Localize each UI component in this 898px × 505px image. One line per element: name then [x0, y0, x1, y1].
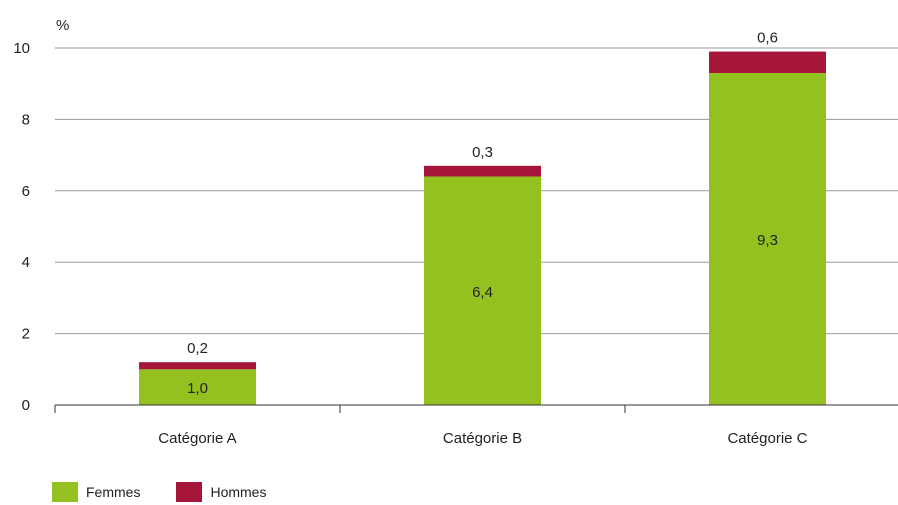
y-tick-label: 8	[22, 111, 30, 128]
bar-hommes	[139, 362, 256, 370]
y-axis-unit-label: %	[56, 17, 69, 34]
legend-label: Femmes	[86, 484, 141, 500]
legend-label: Hommes	[210, 484, 267, 500]
legend-swatch	[176, 482, 203, 502]
y-axis-ticks: 0 2 4 6 8 10	[13, 40, 30, 414]
y-tick-label: 0	[22, 397, 30, 414]
y-tick-label: 6	[22, 183, 30, 200]
data-label: 0,6	[757, 30, 778, 47]
x-axis: Catégorie A Catégorie B Catégorie C	[54, 404, 898, 447]
bar-femmes	[139, 369, 256, 405]
legend: Femmes Hommes	[52, 482, 302, 502]
legend-swatch	[52, 482, 78, 502]
bar-hommes	[424, 165, 541, 177]
bars: 1,0 0,2 6,4 0,3 9,3 0,6	[139, 30, 826, 406]
legend-item-femmes: Femmes	[52, 482, 140, 502]
data-label: 6,4	[472, 284, 493, 301]
bar-hommes	[709, 51, 826, 73]
y-tick-label: 4	[22, 254, 30, 271]
x-category-label: Catégorie C	[727, 430, 807, 447]
y-tick-label: 2	[22, 326, 30, 343]
data-label: 9,3	[757, 232, 778, 249]
x-category-label: Catégorie B	[443, 430, 522, 447]
data-label: 0,2	[187, 340, 208, 357]
legend-item-hommes: Hommes	[176, 482, 266, 502]
bar-femmes	[424, 176, 541, 405]
data-label: 0,3	[472, 144, 493, 161]
y-tick-label: 10	[13, 40, 30, 57]
bar-femmes	[709, 72, 826, 406]
data-label: 1,0	[187, 380, 208, 397]
x-category-label: Catégorie A	[158, 430, 236, 447]
